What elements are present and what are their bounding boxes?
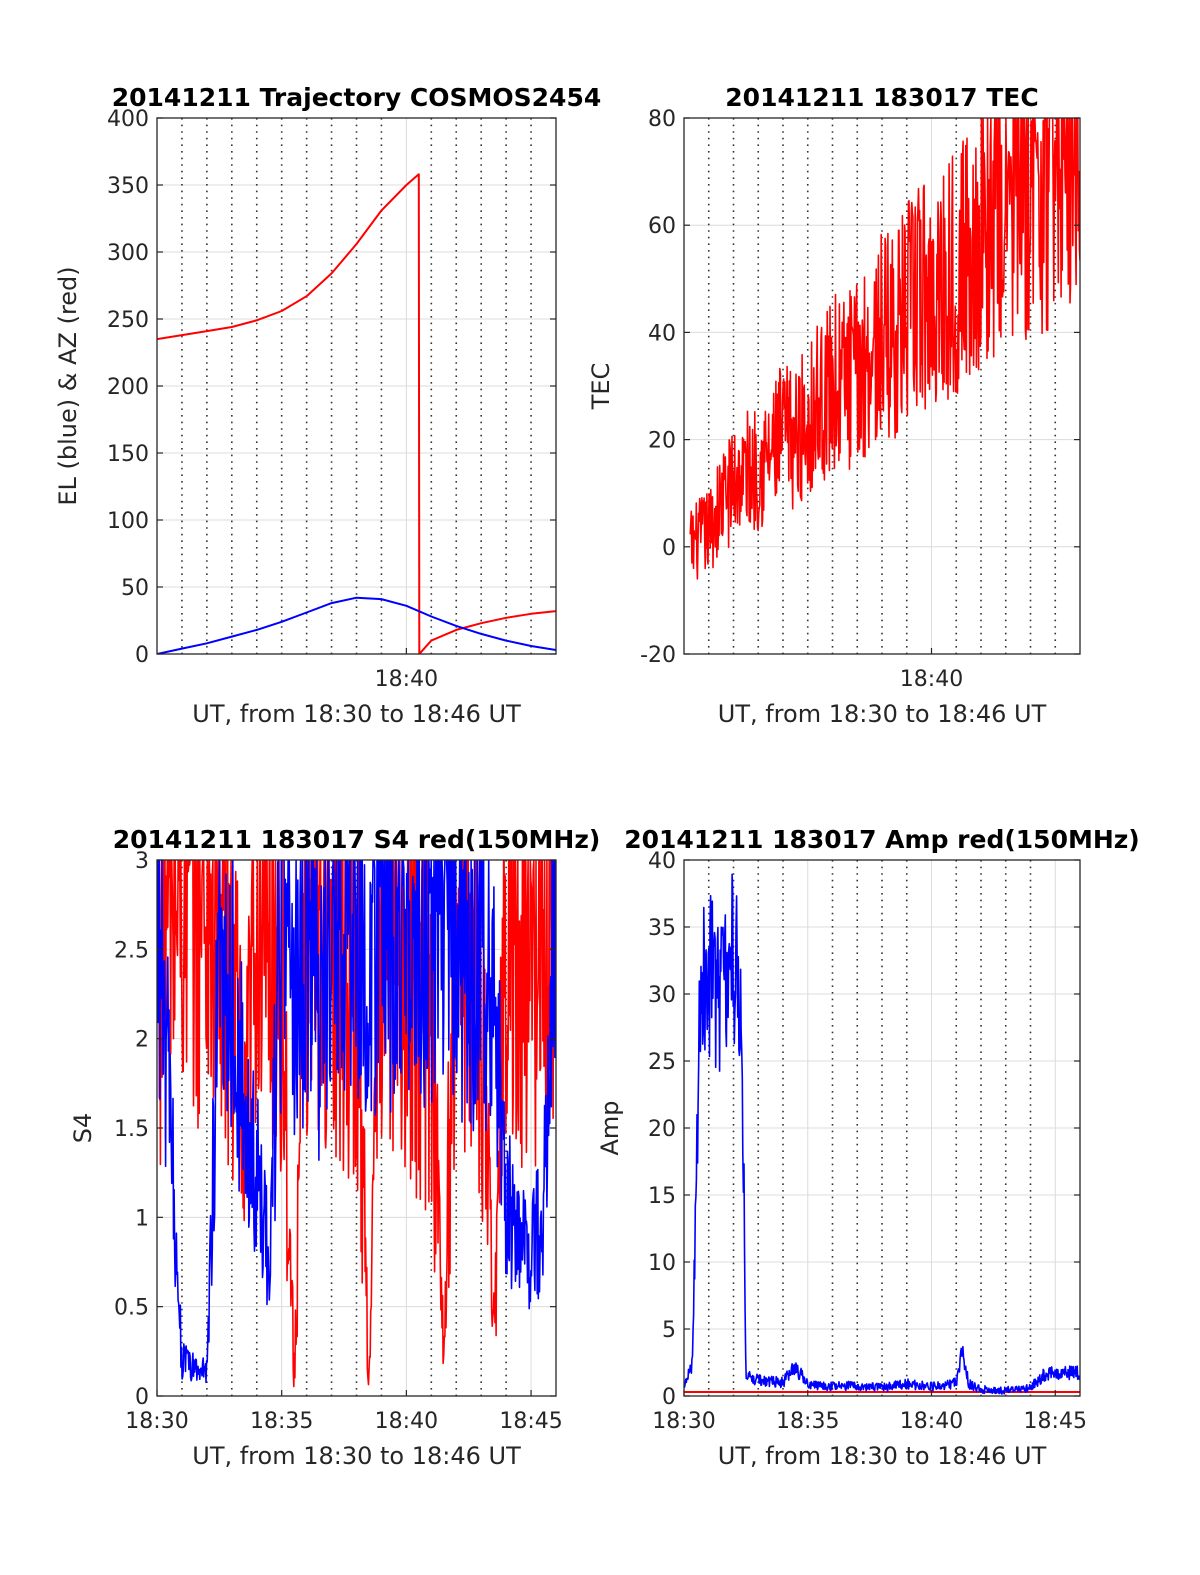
y-tick-label: 40 bbox=[648, 849, 676, 874]
y-tick-label: 80 bbox=[648, 107, 676, 132]
y-axis-label: S4 bbox=[69, 1113, 97, 1144]
x-axis-label: UT, from 18:30 to 18:46 UT bbox=[718, 700, 1047, 728]
x-tick-label: 18:30 bbox=[652, 1409, 715, 1434]
y-tick-label: 250 bbox=[107, 308, 149, 333]
y-tick-label: 3 bbox=[135, 849, 149, 874]
y-tick-label: 40 bbox=[648, 321, 676, 346]
y-tick-label: 5 bbox=[662, 1318, 676, 1343]
y-tick-label: 350 bbox=[107, 174, 149, 199]
x-tick-label: 18:40 bbox=[375, 667, 438, 692]
y-tick-label: 20 bbox=[648, 429, 676, 454]
y-tick-label: 30 bbox=[648, 983, 676, 1008]
y-tick-label: 200 bbox=[107, 375, 149, 400]
series-line-el bbox=[157, 596, 556, 654]
y-axis-label: Amp bbox=[596, 1100, 624, 1155]
y-tick-label: -20 bbox=[640, 643, 676, 668]
y-tick-label: 100 bbox=[107, 509, 149, 534]
chart-title: 20141211 183017 Amp red(150MHz) bbox=[624, 825, 1140, 854]
y-tick-label: 25 bbox=[648, 1050, 676, 1075]
y-tick-label: 10 bbox=[648, 1251, 676, 1276]
chart-title: 20141211 183017 TEC bbox=[725, 83, 1038, 112]
series-line-az bbox=[157, 173, 556, 654]
y-tick-label: 0 bbox=[662, 536, 676, 561]
y-tick-label: 1.5 bbox=[114, 1117, 149, 1142]
y-tick-label: 1 bbox=[135, 1206, 149, 1231]
x-tick-label: 18:30 bbox=[125, 1409, 188, 1434]
x-axis-label: UT, from 18:30 to 18:46 UT bbox=[192, 700, 521, 728]
series-line-tec bbox=[689, 118, 1080, 580]
y-tick-label: 2.5 bbox=[114, 938, 149, 963]
y-tick-label: 2 bbox=[135, 1028, 149, 1053]
chart-title: 20141211 183017 S4 red(150MHz) bbox=[113, 825, 601, 854]
x-tick-label: 18:45 bbox=[499, 1409, 562, 1434]
y-tick-label: 400 bbox=[107, 107, 149, 132]
y-tick-label: 0 bbox=[662, 1385, 676, 1410]
y-tick-label: 20 bbox=[648, 1117, 676, 1142]
y-tick-label: 0 bbox=[135, 643, 149, 668]
y-tick-label: 50 bbox=[121, 576, 149, 601]
x-tick-label: 18:40 bbox=[375, 1409, 438, 1434]
y-tick-label: 0.5 bbox=[114, 1296, 149, 1321]
y-tick-label: 35 bbox=[648, 916, 676, 941]
y-tick-label: 15 bbox=[648, 1184, 676, 1209]
chart-panel-4: 0 5 10 15 20 25 30 35 40 18:30 18:35 18:40 18:45 2014… bbox=[596, 825, 1140, 1470]
x-tick-label: 18:35 bbox=[250, 1409, 313, 1434]
y-axis-label: EL (blue) & AZ (red) bbox=[54, 266, 82, 505]
y-tick-label: 60 bbox=[648, 214, 676, 239]
y-axis-label: TEC bbox=[587, 363, 615, 411]
series-line-s4_blue bbox=[157, 860, 556, 1384]
x-tick-label: 18:45 bbox=[1024, 1409, 1087, 1434]
chart-panel-1: 0 50 100 150 200 250 300 350 400 18:40 20141211 Tr… bbox=[54, 83, 601, 728]
chart-panel-3: 0 0.5 1 1.5 2 2.5 3 18:30 18:35 18:40 18:45 2014121… bbox=[69, 825, 600, 1470]
axes-box bbox=[683, 117, 1081, 655]
y-tick-label: 150 bbox=[107, 442, 149, 467]
chart-panel-2: -20 0 20 40 60 80 18:40 20141211 183017 TEC UT, … bbox=[587, 83, 1081, 728]
y-tick-label: 0 bbox=[135, 1385, 149, 1410]
x-tick-label: 18:40 bbox=[900, 667, 963, 692]
y-tick-label: 300 bbox=[107, 241, 149, 266]
series-line-amp_blue bbox=[684, 873, 1080, 1395]
chart-title: 20141211 Trajectory COSMOS2454 bbox=[112, 83, 602, 112]
x-tick-label: 18:35 bbox=[776, 1409, 839, 1434]
x-axis-label: UT, from 18:30 to 18:46 UT bbox=[192, 1442, 521, 1470]
x-tick-label: 18:40 bbox=[900, 1409, 963, 1434]
x-axis-label: UT, from 18:30 to 18:46 UT bbox=[718, 1442, 1047, 1470]
